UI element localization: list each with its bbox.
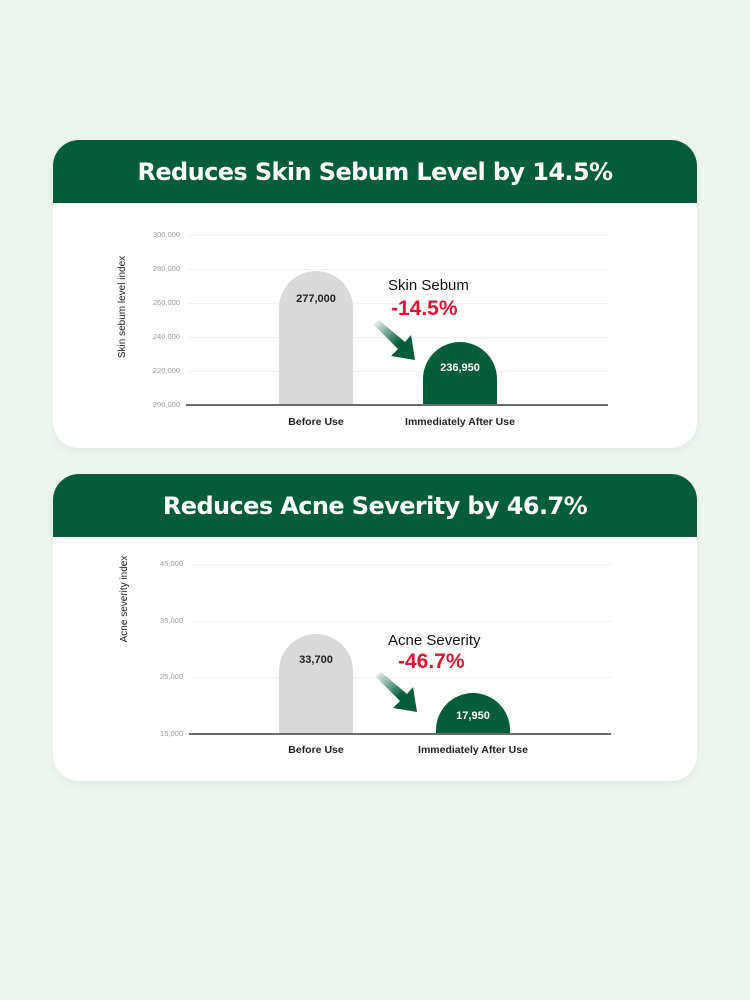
down-right-arrow-icon — [375, 672, 417, 712]
y-tick: 25,000 — [160, 672, 183, 681]
y-tick: 240,000 — [152, 332, 180, 341]
y-tick: 200,000 — [152, 400, 180, 409]
x-category-label: Before Use — [288, 744, 344, 756]
gridline — [191, 677, 611, 678]
bar-before-use: 277,000 — [279, 271, 353, 405]
y-tick: 45,000 — [160, 559, 183, 568]
bar-value-label: 17,950 — [456, 710, 490, 722]
y-tick: 220,000 — [152, 366, 180, 375]
acne-severity-chart: Acne severity index 45,000 35,000 25,000… — [53, 474, 697, 781]
gridline — [188, 235, 608, 236]
y-tick: 35,000 — [160, 616, 183, 625]
card-title: Reduces Skin Sebum Level by 14.5% — [53, 140, 697, 203]
x-axis-line — [189, 733, 611, 735]
bar-value-label: 277,000 — [296, 293, 336, 305]
x-category-label: Immediately After Use — [418, 744, 528, 756]
y-tick: 280,000 — [152, 264, 180, 273]
bar-before-use: 33,700 — [279, 634, 353, 734]
y-tick: 15,000 — [160, 729, 183, 738]
down-right-arrow-icon — [373, 320, 415, 360]
bar-after-use: 236,950 — [423, 342, 497, 405]
y-axis-label: Acne severity index — [119, 555, 130, 643]
skin-sebum-chart: Skin sebum level index 300,000 280,000 2… — [53, 140, 697, 448]
x-axis-line — [186, 404, 608, 406]
gridline — [188, 303, 608, 304]
gridline — [188, 371, 608, 372]
bar-value-label: 33,700 — [299, 654, 333, 666]
gridline — [191, 621, 611, 622]
bar-value-label: 236,950 — [440, 362, 480, 374]
card-title: Reduces Acne Severity by 46.7% — [53, 474, 697, 537]
x-category-label: Immediately After Use — [405, 416, 515, 428]
y-axis-label: Skin sebum level index — [117, 255, 128, 359]
annotation-label: Skin Sebum — [388, 277, 469, 294]
y-tick: 260,000 — [152, 298, 180, 307]
bar-after-use: 17,950 — [436, 693, 510, 734]
annotation-label: Acne Severity — [388, 632, 481, 649]
acne-severity-card: Reduces Acne Severity by 46.7% Acne seve… — [53, 474, 697, 781]
annotation-change-value: -46.7% — [398, 650, 465, 673]
y-tick: 300,000 — [152, 230, 180, 239]
gridline — [191, 564, 611, 565]
skin-sebum-card: Reduces Skin Sebum Level by 14.5% Skin s… — [53, 140, 697, 448]
annotation-change-value: -14.5% — [391, 297, 458, 320]
x-category-label: Before Use — [288, 416, 344, 428]
gridline — [188, 269, 608, 270]
